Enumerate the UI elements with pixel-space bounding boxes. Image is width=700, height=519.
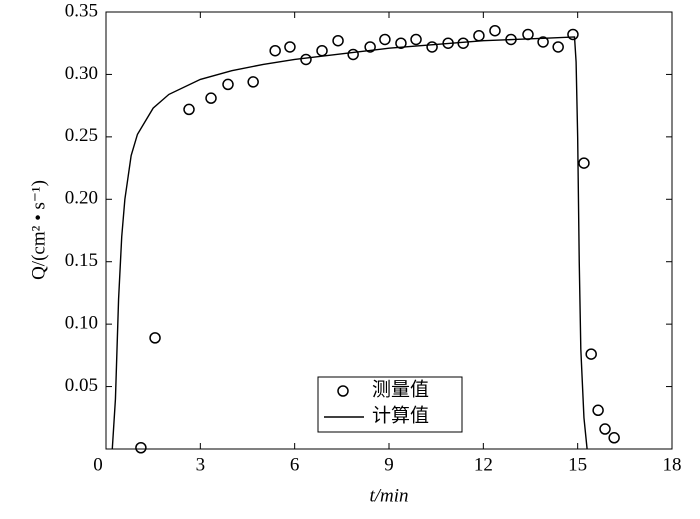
data-point — [332, 34, 344, 47]
x-tick-label: 6 — [290, 454, 300, 475]
data-point — [522, 28, 534, 41]
data-point — [585, 348, 597, 360]
data-point — [135, 442, 147, 454]
data-point — [567, 28, 579, 41]
x-tick-label: 0 — [93, 454, 103, 475]
data-point — [269, 44, 281, 57]
legend-label: 计算值 — [372, 404, 429, 426]
data-point — [149, 332, 161, 344]
y-tick-label: 0.20 — [65, 188, 98, 209]
data-point — [347, 48, 359, 61]
y-axis-label: Q/(cm² • s⁻¹) — [28, 180, 49, 280]
data-point — [364, 41, 376, 53]
x-axis-label: t/min — [369, 485, 408, 506]
data-point — [379, 33, 391, 46]
y-tick-label: 0.25 — [65, 125, 98, 146]
data-line — [111, 36, 588, 450]
data-point — [395, 37, 407, 49]
y-tick-label: 0.35 — [65, 0, 98, 21]
data-point — [183, 103, 195, 116]
data-point — [284, 41, 296, 53]
data-point — [205, 92, 217, 104]
y-tick-label: 0.15 — [65, 250, 98, 271]
data-point — [599, 423, 611, 435]
data-point — [552, 41, 564, 53]
x-tick-label: 12 — [474, 454, 493, 475]
data-point — [247, 76, 259, 88]
data-point — [426, 41, 438, 53]
data-point — [608, 432, 620, 444]
x-tick-label: 15 — [568, 454, 587, 475]
y-tick-label: 0.05 — [65, 375, 98, 396]
x-tick-label: 3 — [196, 454, 206, 475]
data-point — [410, 33, 422, 46]
data-point — [578, 157, 590, 169]
data-point — [473, 29, 485, 42]
data-point — [489, 24, 501, 37]
x-tick-label: 9 — [384, 454, 394, 475]
data-point — [537, 36, 549, 48]
y-tick-label: 0.30 — [65, 63, 98, 84]
legend-marker — [337, 385, 349, 397]
data-point — [592, 404, 604, 417]
legend-label: 测量值 — [372, 378, 429, 400]
data-point — [222, 78, 234, 91]
x-tick-label: 18 — [663, 454, 682, 475]
y-tick-label: 0.10 — [65, 313, 98, 334]
data-point — [300, 53, 312, 66]
data-point — [316, 44, 328, 57]
